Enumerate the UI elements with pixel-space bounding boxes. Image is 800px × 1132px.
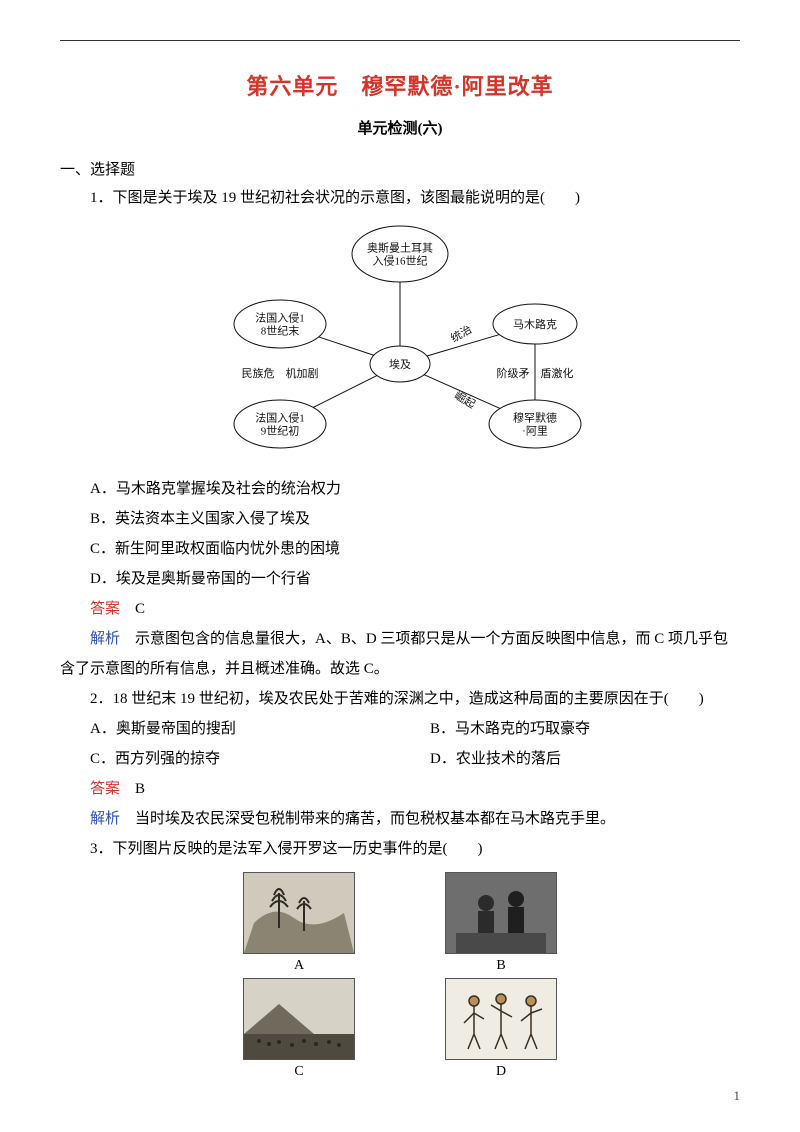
q2-opt-c: C．西方列强的掠夺 (60, 744, 400, 774)
explain-label: 解析 (90, 811, 120, 827)
q2-opt-a: A．奥斯曼帝国的搜刮 (60, 714, 400, 744)
answer-value: B (120, 781, 145, 797)
q2-answer: 答案 B (60, 774, 740, 804)
svg-text:法国入侵1: 法国入侵1 (255, 310, 305, 324)
page-number: 1 (734, 1088, 741, 1104)
q1-diagram-wrap: 奥斯曼土耳其入侵16世纪法国入侵18世纪末埃及马木路克法国入侵19世纪初穆罕默德… (60, 219, 740, 464)
svg-text:·阿里: ·阿里 (522, 424, 548, 437)
svg-text:9世纪初: 9世纪初 (261, 423, 300, 437)
q3-image-d (445, 978, 557, 1060)
q3-image-cell-b: B (445, 872, 557, 974)
svg-text:马木路克: 马木路克 (513, 318, 557, 331)
q3-image-cell-c: C (243, 978, 355, 1080)
q3-cap-c: C (294, 1064, 303, 1080)
q1-opt-b: B．英法资本主义国家入侵了埃及 (60, 504, 740, 534)
unit-title: 第六单元 穆罕默德·阿里改革 (60, 69, 740, 101)
answer-value: C (120, 601, 145, 617)
q2-opts-row-2: C．西方列强的掠夺 D．农业技术的落后 (60, 744, 740, 774)
q3-image-cell-d: D (445, 978, 557, 1080)
q3-image-cell-a: A (243, 872, 355, 974)
page: 第六单元 穆罕默德·阿里改革 单元检测(六) 一、选择题 1．下图是关于埃及 1… (60, 0, 740, 1104)
q3-image-grid: A B (60, 872, 740, 1080)
subtitle: 单元检测(六) (60, 117, 740, 138)
svg-text:穆罕默德: 穆罕默德 (513, 410, 557, 424)
q3-cap-d: D (496, 1064, 506, 1080)
svg-text:民族危 机加剧: 民族危 机加剧 (242, 366, 319, 380)
q3-image-a (243, 872, 355, 954)
explain-text: 当时埃及农民深受包税制带来的痛苦，而包税权基本都在马木路克手里。 (120, 811, 615, 827)
q2-opts-row-1: A．奥斯曼帝国的搜刮 B．马木路克的巧取豪夺 (60, 714, 740, 744)
q3-image-row-2: C D (60, 978, 740, 1080)
answer-label: 答案 (90, 601, 120, 617)
svg-text:入侵16世纪: 入侵16世纪 (373, 254, 428, 267)
q1-stem: 1．下图是关于埃及 19 世纪初社会状况的示意图，该图最能说明的是( ) (60, 183, 740, 213)
q1-opt-a: A．马木路克掌握埃及社会的统治权力 (60, 474, 740, 504)
svg-text:法国入侵1: 法国入侵1 (255, 410, 305, 424)
svg-text:埃及: 埃及 (389, 357, 411, 371)
q1-opt-d: D．埃及是奥斯曼帝国的一个行省 (60, 564, 740, 594)
top-rule (60, 40, 740, 41)
q3-stem: 3．下列图片反映的是法军入侵开罗这一历史事件的是( ) (60, 834, 740, 864)
svg-text:崛起: 崛起 (452, 388, 478, 411)
q2-opt-b: B．马木路克的巧取豪夺 (400, 714, 740, 744)
section-heading: 一、选择题 (60, 158, 740, 179)
svg-text:奥斯曼土耳其: 奥斯曼土耳其 (367, 240, 433, 254)
q2-explain: 解析 当时埃及农民深受包税制带来的痛苦，而包税权基本都在马木路克手里。 (60, 804, 740, 834)
q1-opt-c: C．新生阿里政权面临内忧外患的困境 (60, 534, 740, 564)
svg-text:统治: 统治 (448, 322, 474, 345)
explain-label: 解析 (90, 631, 120, 647)
q2-stem: 2．18 世纪末 19 世纪初，埃及农民处于苦难的深渊之中，造成这种局面的主要原… (60, 684, 740, 714)
svg-text:8世纪末: 8世纪末 (261, 323, 300, 337)
q1-diagram: 奥斯曼土耳其入侵16世纪法国入侵18世纪末埃及马木路克法国入侵19世纪初穆罕默德… (185, 219, 615, 459)
q3-cap-a: A (294, 958, 304, 974)
q3-image-c (243, 978, 355, 1060)
q3-image-b (445, 872, 557, 954)
q3-cap-b: B (496, 958, 505, 974)
explain-text: 示意图包含的信息量很大，A、B、D 三项都只是从一个方面反映图中信息，而 C 项… (60, 631, 728, 677)
q1-explain: 解析 示意图包含的信息量很大，A、B、D 三项都只是从一个方面反映图中信息，而 … (60, 624, 740, 684)
answer-label: 答案 (90, 781, 120, 797)
q2-opt-d: D．农业技术的落后 (400, 744, 740, 774)
q1-answer: 答案 C (60, 594, 740, 624)
q3-image-row-1: A B (60, 872, 740, 974)
svg-text:阶级矛 盾激化: 阶级矛 盾激化 (497, 366, 574, 380)
